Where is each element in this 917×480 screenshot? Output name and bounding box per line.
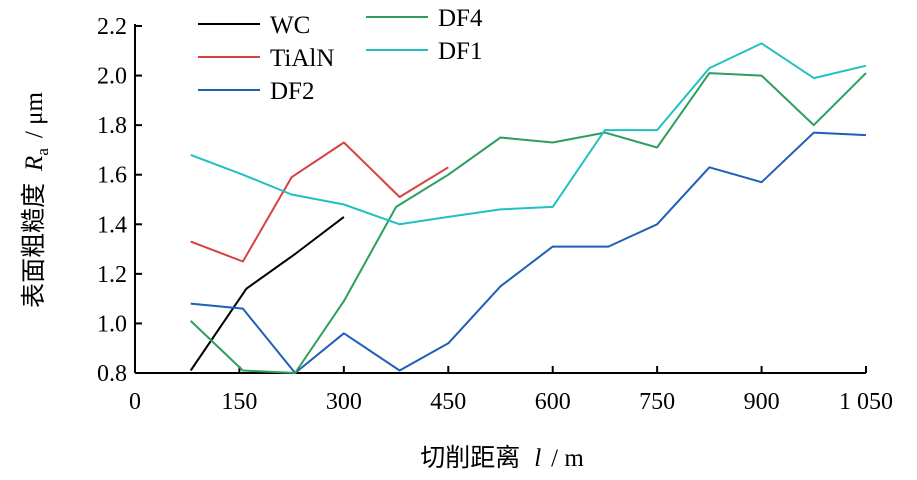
x-tick-label: 750: [639, 389, 675, 415]
y-tick-label: 1.6: [97, 163, 127, 189]
y-tick-label: 2.0: [97, 64, 127, 90]
legend-label: DF1: [438, 38, 482, 65]
y-axis-title: 表面粗糙度Ra/ μm: [20, 92, 52, 308]
legend-label: TiAlN: [270, 45, 334, 72]
legend-label: DF2: [270, 78, 314, 105]
y-tick-label: 1.8: [97, 113, 127, 139]
x-tick-label: 150: [221, 389, 257, 415]
x-tick-label: 900: [744, 389, 780, 415]
series-line-wc: [189, 216, 345, 372]
series-line-df1: [190, 42, 867, 226]
y-tick-label: 2.2: [97, 14, 127, 40]
x-tick-label: 1 050: [839, 389, 893, 415]
x-tick-label: 600: [535, 389, 571, 415]
series-line-df4: [190, 72, 867, 374]
axes: 0 150 300 450 600 750 900 1 050 0.8 1.0 1.2 1.4 1.6 1…: [97, 14, 893, 415]
x-axis-title: 切削距离 l / m: [420, 444, 584, 472]
y-tick-label: 1.4: [97, 212, 127, 238]
x-tick-label: 0: [129, 389, 141, 415]
series-line-df2: [190, 131, 867, 374]
y-tick-label: 1.0: [97, 311, 127, 337]
legend-label: WC: [270, 12, 310, 39]
legend: WC TiAlN DF2 DF4 DF1: [198, 5, 483, 105]
series-line-tialn: [190, 141, 449, 263]
x-tick-label: 300: [326, 389, 362, 415]
legend-label: DF4: [438, 5, 483, 32]
series-lines: [189, 42, 867, 374]
x-tick-label: 450: [430, 389, 466, 415]
y-tick-label: 1.2: [97, 262, 127, 288]
y-tick-label: 0.8: [97, 361, 127, 387]
